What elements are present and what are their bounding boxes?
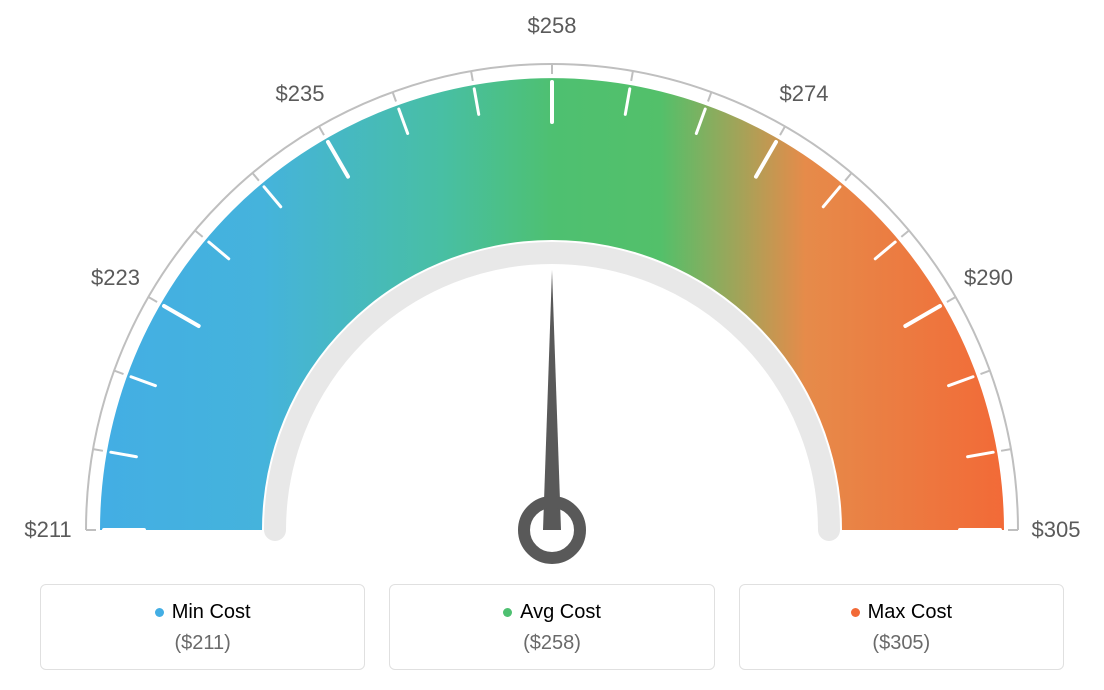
- gauge-tick-label: $290: [964, 265, 1013, 291]
- gauge-tick-label: $223: [91, 265, 140, 291]
- legend-value: ($258): [400, 632, 703, 655]
- legend-label: Avg Cost: [520, 601, 601, 624]
- legend-card-max: Max Cost ($305): [739, 584, 1064, 670]
- legend-title-avg: Avg Cost: [503, 601, 601, 624]
- gauge-tick-label: $305: [1032, 517, 1081, 543]
- dot-icon: [155, 608, 164, 617]
- gauge-tick-label: $258: [528, 13, 577, 39]
- gauge-svg: [0, 0, 1104, 580]
- gauge-tick-label: $235: [276, 81, 325, 107]
- legend-card-avg: Avg Cost ($258): [389, 584, 714, 670]
- legend-value: ($305): [750, 632, 1053, 655]
- legend-card-min: Min Cost ($211): [40, 584, 365, 670]
- legend-title-max: Max Cost: [851, 601, 952, 624]
- legend-value: ($211): [51, 632, 354, 655]
- legend-title-min: Min Cost: [155, 601, 251, 624]
- gauge-tick-label: $211: [24, 517, 71, 543]
- dot-icon: [503, 608, 512, 617]
- legend-row: Min Cost ($211) Avg Cost ($258) Max Cost…: [40, 584, 1064, 670]
- gauge-chart: $211 $223 $235 $258 $274 $290 $305: [0, 0, 1104, 580]
- gauge-tick-label: $274: [780, 81, 829, 107]
- legend-label: Min Cost: [172, 601, 251, 624]
- legend-label: Max Cost: [868, 601, 952, 624]
- dot-icon: [851, 608, 860, 617]
